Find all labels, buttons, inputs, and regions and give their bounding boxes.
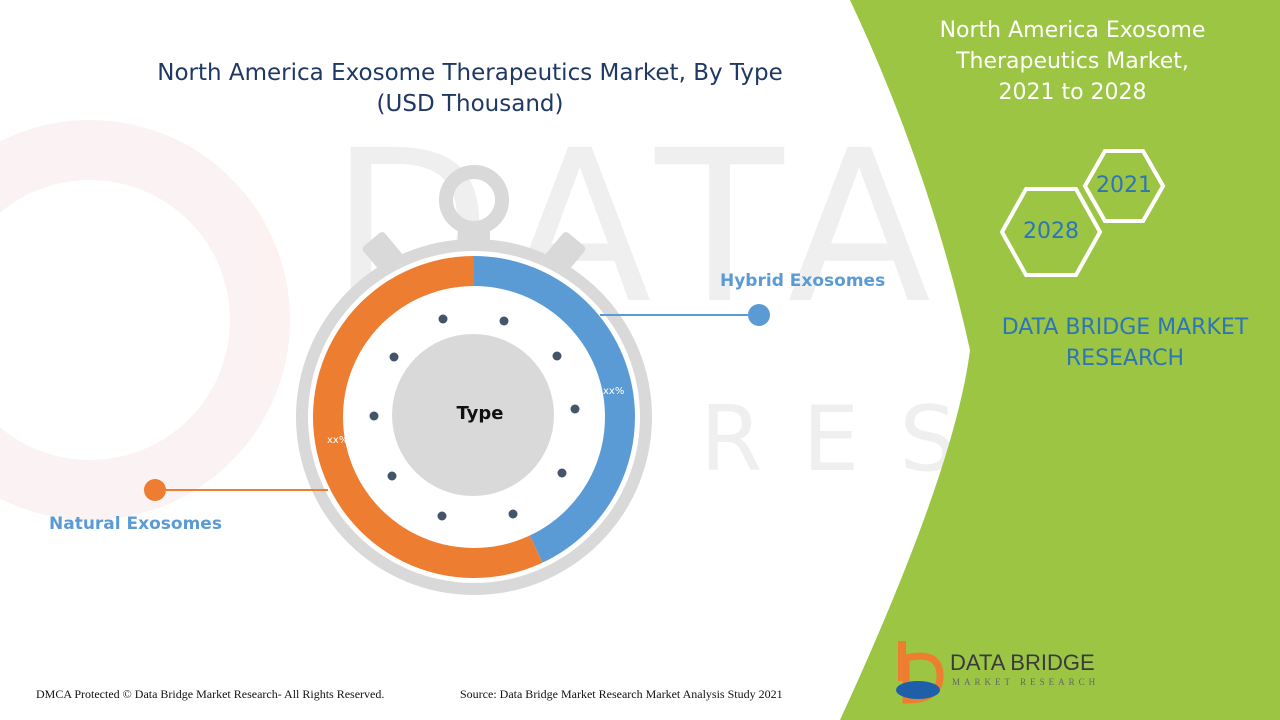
- chart-title: North America Exosome Therapeutics Marke…: [130, 58, 810, 120]
- footer-dmca: DMCA Protected © Data Bridge Market Rese…: [36, 687, 385, 701]
- logo-mark: [896, 641, 944, 704]
- brand-line2: RESEARCH: [1065, 346, 1185, 371]
- year-2021-label: 2021: [1096, 173, 1152, 198]
- side-title-line3: 2021 to 2028: [998, 80, 1147, 105]
- chart-title-line2: (USD Thousand): [376, 91, 564, 117]
- brand-line1: DATA BRIDGE MARKET: [1001, 315, 1249, 340]
- side-panel: [840, 0, 1280, 720]
- legend-label-hybrid: Hybrid Exosomes: [720, 271, 886, 291]
- brand-text: DATA BRIDGE MARKET RESEARCH: [985, 312, 1265, 374]
- leader-dot-hybrid: [748, 304, 770, 326]
- center-hub: [392, 334, 554, 496]
- data-label-natural: xx%: [327, 435, 349, 446]
- footer-source: Source: Data Bridge Market Research Mark…: [460, 687, 783, 701]
- center-label: Type: [456, 403, 504, 424]
- donut-slice-hybrid-exosomes: [474, 256, 636, 563]
- donut-chart: [313, 256, 636, 578]
- side-title-line1: North America Exosome: [939, 18, 1206, 43]
- legend-label-natural: Natural Exosomes: [49, 514, 222, 534]
- dial-dots: [369, 314, 580, 521]
- logo-name: DATA BRIDGE: [950, 650, 1095, 675]
- donut-slice-natural-exosomes: [313, 256, 543, 578]
- leader-dot-natural: [144, 479, 166, 501]
- logo-sub: MARKET RESEARCH: [952, 677, 1100, 687]
- side-title-line2: Therapeutics Market,: [956, 49, 1189, 74]
- hexagon-2028: [999, 187, 1103, 277]
- chart-title-line1: North America Exosome Therapeutics Marke…: [157, 60, 783, 86]
- data-label-hybrid: xx%: [603, 386, 625, 397]
- side-panel-title: North America Exosome Therapeutics Marke…: [925, 15, 1220, 108]
- year-2028-label: 2028: [1023, 219, 1079, 244]
